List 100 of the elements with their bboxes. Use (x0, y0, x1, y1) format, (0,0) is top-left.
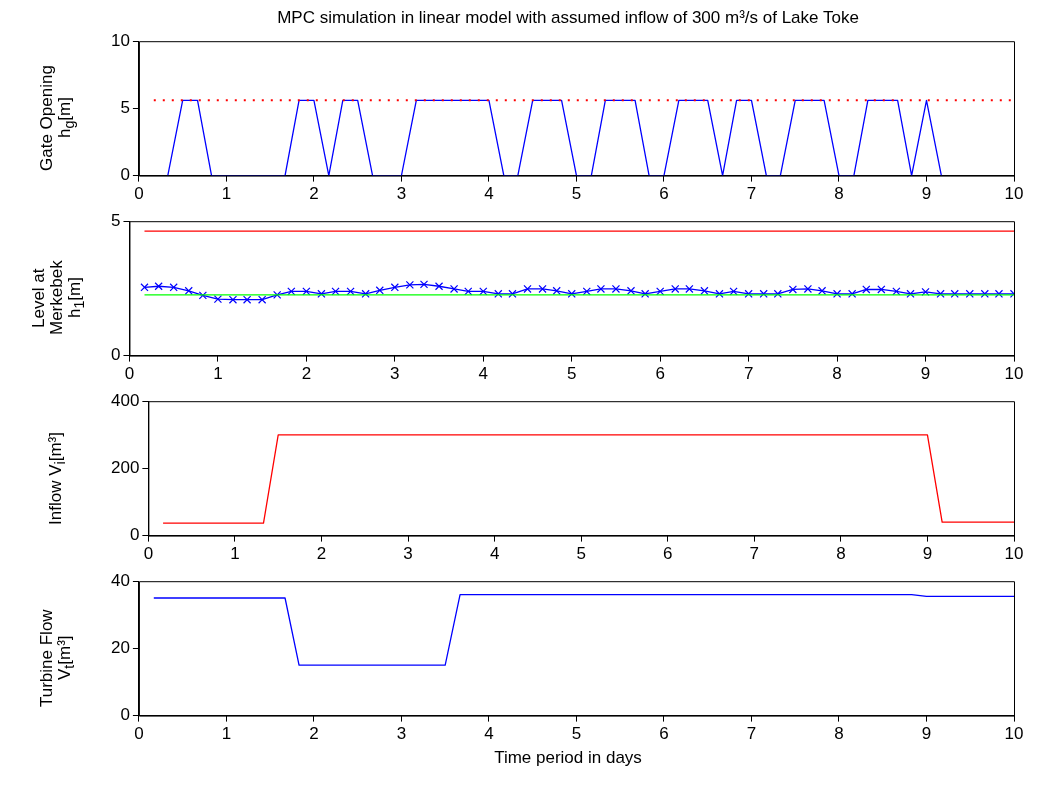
point (273, 290, 282, 299)
point (523, 284, 532, 294)
point (596, 284, 606, 294)
y-tick-label: 0 (129, 525, 140, 545)
point (154, 282, 163, 291)
point (980, 289, 989, 298)
x-tick-label: 7 (746, 184, 757, 204)
x-tick-label: 6 (659, 184, 669, 204)
y-tick-label: 0 (120, 165, 130, 185)
x-tick-label: 6 (659, 724, 669, 744)
x-tick-label: 1 (230, 544, 240, 564)
x-tick-label: 3 (390, 364, 400, 384)
point (847, 289, 857, 298)
x-tick-label: 9 (920, 364, 931, 384)
point (213, 295, 223, 304)
point (479, 287, 488, 296)
point (494, 289, 503, 298)
point (287, 287, 296, 296)
x-tick-label: 4 (484, 724, 494, 744)
point (862, 285, 871, 294)
x-tick-label: 1 (221, 724, 232, 744)
x-tick-label: 3 (396, 724, 407, 744)
point (832, 289, 842, 298)
point (906, 289, 915, 298)
point (258, 295, 267, 304)
point (582, 287, 591, 296)
point (700, 286, 709, 295)
x-tick-label: 5 (576, 544, 586, 564)
y-tick-label: 400 (110, 390, 140, 410)
x-tick-label: 9 (921, 184, 932, 204)
point (508, 289, 517, 298)
x-tick-label: 2 (301, 364, 312, 384)
point (346, 287, 355, 296)
x-tick-label: 10 (1004, 364, 1024, 384)
point (449, 284, 459, 294)
x-tick-label: 1 (213, 364, 223, 384)
point (788, 285, 797, 294)
x-tick-label: 7 (743, 364, 754, 384)
point (317, 289, 326, 298)
x-tick-label: 3 (403, 544, 413, 564)
point (803, 284, 813, 294)
point (877, 285, 886, 294)
x-tick-label: 4 (484, 184, 494, 204)
point (936, 289, 945, 298)
point (302, 287, 311, 296)
point (611, 284, 621, 294)
y-tick-label: 200 (110, 458, 140, 478)
chart-title: MPC simulation in linear model with assumed inflow of 300 m³/s of Lake Toke (276, 8, 860, 28)
point (434, 282, 444, 291)
point (626, 286, 636, 295)
point (965, 289, 974, 298)
point (715, 289, 724, 298)
point (169, 283, 178, 292)
point (671, 284, 680, 294)
x-tick-label: 1 (221, 184, 232, 204)
point (405, 280, 414, 290)
point (375, 286, 384, 295)
x-tick-label: 2 (316, 544, 327, 564)
y-tick-label: 5 (110, 210, 121, 230)
y-tick-label: 0 (120, 705, 130, 725)
point (921, 287, 930, 297)
y-tick-label: 40 (110, 570, 130, 590)
point (567, 289, 576, 298)
point (892, 287, 901, 296)
x-tick-label: 2 (309, 184, 319, 204)
point (744, 289, 753, 298)
x-tick-label: 10 (1004, 724, 1024, 744)
x-tick-label: 6 (663, 544, 673, 564)
x-tick-label: 8 (832, 364, 842, 384)
point (994, 289, 1004, 298)
point (817, 286, 827, 295)
x-tick-label: 8 (834, 724, 844, 744)
x-tick-label: 3 (396, 184, 407, 204)
point (390, 283, 399, 292)
point (759, 289, 768, 298)
x-tick-label: 5 (571, 724, 582, 744)
x-tick-label: 4 (489, 544, 500, 564)
point (685, 284, 694, 294)
x-tick-label: 9 (922, 544, 933, 564)
point (184, 286, 193, 295)
x-tick-label: 7 (746, 724, 757, 744)
x-tick-label: 8 (834, 184, 844, 204)
point (361, 289, 370, 298)
x-tick-label: 2 (309, 724, 319, 744)
y-tick-label: 0 (110, 345, 121, 365)
point (464, 287, 473, 296)
point (773, 289, 782, 298)
point (552, 286, 561, 295)
x-axis-title: Time period in days (493, 748, 643, 768)
point (242, 295, 252, 304)
x-tick-label: 5 (566, 364, 577, 384)
point (729, 287, 738, 296)
point (656, 287, 665, 296)
point (950, 289, 959, 298)
point (641, 289, 650, 298)
point (538, 284, 547, 294)
x-tick-label: 5 (571, 184, 582, 204)
y-tick-label: 10 (110, 30, 130, 50)
y-tick-label: 5 (120, 98, 130, 118)
point (419, 280, 429, 289)
